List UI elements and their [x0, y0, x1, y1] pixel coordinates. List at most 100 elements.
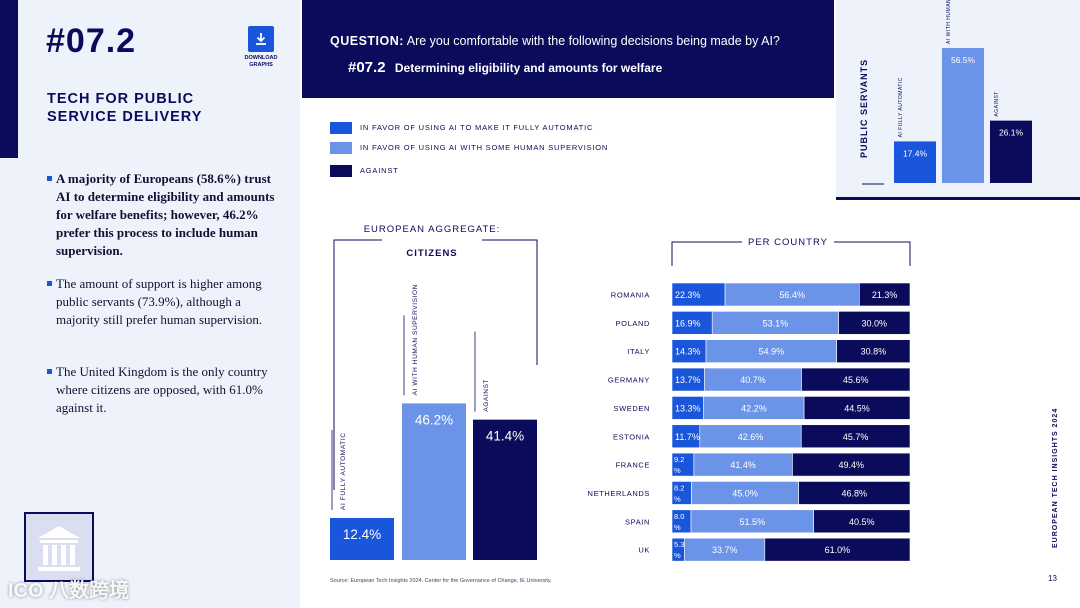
source-note: Source: European Tech Insights 2024. Cen… — [330, 578, 552, 584]
country-label: ESTONIA — [613, 432, 650, 441]
legend-swatch — [330, 141, 352, 154]
segment-value-label: 16.9% — [675, 318, 701, 328]
public-servants-category-label: AI FULLY AUTOMATIC — [898, 77, 904, 137]
country-label: SWEDEN — [613, 404, 650, 413]
segment-value-unit: % — [674, 494, 681, 503]
download-graphs-button[interactable]: DOWNLOAD GRAPHS — [236, 26, 286, 69]
per-country-title: PER COUNTRY — [748, 237, 828, 248]
segment-value-label: 56.4% — [779, 290, 805, 300]
segment-value-label: 21.3% — [872, 290, 898, 300]
country-bar-segment — [836, 339, 911, 363]
public-servants-bar — [990, 120, 1032, 183]
country-label: UK — [638, 546, 650, 555]
legend-label: IN FAVOR OF USING AI TO MAKE IT FULLY AU… — [360, 123, 594, 132]
segment-value-label: 30.8% — [861, 347, 887, 357]
segment-value-label: 49.4% — [838, 460, 864, 470]
public-servants-value-label: 56.5% — [951, 55, 976, 65]
section-title: TECH FOR PUBLIC SERVICE DELIVERY — [47, 91, 203, 125]
segment-value-label: 13.3% — [675, 403, 701, 413]
segment-value-label: 40.7% — [740, 375, 766, 385]
subquestion-text: Determining eligibility and amounts for … — [394, 61, 663, 75]
legend-item-human-supervision: IN FAVOR OF USING AI WITH SOME HUMAN SUP… — [330, 141, 608, 154]
segment-value-label: 8.0 — [674, 512, 684, 521]
bracket-left — [671, 241, 742, 266]
aggregate-category-label: AI WITH HUMAN SUPERVISION — [412, 284, 419, 395]
aggregate-value-label: 12.4% — [343, 527, 381, 542]
european-aggregate-chart: EUROPEAN AGGREGATE: CITIZENS 12.4% AI FULLY… — [330, 224, 538, 560]
bracket-right — [482, 239, 538, 255]
legend-swatch — [330, 164, 352, 177]
country-bar-segment — [801, 367, 911, 392]
bullet-text: A majority of Europeans (58.6%) trust AI… — [56, 171, 275, 258]
bullet-item: The amount of support is higher among pu… — [47, 275, 279, 329]
section-number: #07.2 — [46, 22, 137, 60]
segment-value-label: 40.5% — [849, 517, 875, 527]
subquestion-number: #07.2 — [348, 59, 386, 76]
aggregate-bar — [402, 403, 466, 560]
legend-item-against: AGAINST — [330, 164, 399, 177]
public-servants-bar — [894, 141, 936, 183]
segment-value-label: 45.7% — [843, 432, 869, 442]
side-label-year: 2024 — [1052, 407, 1059, 428]
bullet-marker — [47, 281, 52, 286]
bracket-left — [333, 239, 382, 255]
segment-value-label: 44.5% — [844, 403, 870, 413]
segment-value-label: 51.5% — [740, 517, 766, 527]
segment-value-unit: % — [674, 551, 681, 560]
building-logo — [24, 512, 94, 582]
country-bar-segment — [800, 424, 911, 449]
country-bar-segment — [813, 509, 911, 534]
segment-value-label: 5.3 — [674, 540, 684, 549]
segment-value-label: 9.2 — [674, 455, 684, 464]
country-bar-segment — [798, 481, 911, 505]
bullet-marker — [47, 176, 52, 181]
legend-item-full-auto: IN FAVOR OF USING AI TO MAKE IT FULLY AU… — [330, 121, 593, 134]
segment-value-label: 45.0% — [732, 488, 758, 498]
aggregate-value-label: 46.2% — [415, 412, 453, 427]
country-bar-segment — [792, 452, 911, 477]
aggregate-value-label: 41.4% — [486, 429, 524, 444]
country-bar-segment — [859, 282, 911, 307]
segment-value-label: 46.8% — [842, 488, 868, 498]
aggregate-bar — [473, 419, 537, 560]
bracket-right — [834, 241, 911, 266]
question-line: QUESTION: Are you comfortable with the f… — [330, 34, 780, 48]
public-servants-chart: PUBLIC SERVANTS 17.4% AI FULLY AUTOMATIC 56… — [859, 0, 1032, 185]
aggregate-category-label: AGAINST — [483, 379, 490, 412]
download-icon[interactable] — [248, 26, 274, 52]
country-bar-segment — [838, 311, 911, 335]
aggregate-subtitle: CITIZENS — [406, 248, 457, 259]
legend-label: IN FAVOR OF USING AI WITH SOME HUMAN SUP… — [360, 143, 609, 152]
aggregate-category-label: AI FULLY AUTOMATIC — [340, 432, 347, 510]
public-servants-value-label: 17.4% — [903, 148, 928, 158]
segment-value-label: 45.6% — [843, 375, 869, 385]
download-label[interactable]: DOWNLOAD GRAPHS — [236, 55, 286, 69]
bullet-item: A majority of Europeans (58.6%) trust AI… — [47, 170, 279, 260]
segment-value-label: 8.2 — [674, 483, 684, 492]
segment-value-label: 42.2% — [741, 403, 767, 413]
country-bar-segment — [764, 537, 911, 562]
bullet-marker — [47, 369, 52, 374]
country-label: ROMANIA — [611, 291, 650, 300]
segment-value-label: 42.6% — [738, 432, 764, 442]
watermark: ICO 八数跨境 — [8, 580, 130, 602]
country-label: POLAND — [616, 319, 650, 328]
public-servants-bar — [942, 47, 984, 184]
question-text: Are you comfortable with the following d… — [406, 34, 780, 48]
segment-value-label: 13.7% — [675, 375, 701, 385]
question-banner: QUESTION: Are you comfortable with the f… — [302, 0, 834, 98]
per-country-chart: PER COUNTRY ROMANIA 22.3% 56.4% 21.3% POLAND 1… — [588, 237, 911, 562]
public-servants-panel: PUBLIC SERVANTS 17.4% AI FULLY AUTOMATIC 56… — [836, 0, 1080, 200]
country-label: GERMANY — [608, 376, 650, 385]
download-label-line-1[interactable]: DOWNLOAD — [244, 55, 278, 61]
question-prefix: QUESTION: — [330, 34, 404, 48]
public-servants-title: PUBLIC SERVANTS — [859, 59, 869, 158]
segment-value-unit: % — [674, 523, 681, 532]
bullet-text: The amount of support is higher among pu… — [56, 276, 263, 327]
subquestion-line: #07.2 Determining eligibility and amount… — [348, 59, 662, 76]
page-number: 13 — [1048, 574, 1057, 583]
bullet-text: The United Kingdom is the only country w… — [56, 364, 268, 415]
bullet-item: The United Kingdom is the only country w… — [47, 363, 279, 417]
segment-value-label: 41.4% — [730, 460, 756, 470]
download-label-line-2[interactable]: GRAPHS — [249, 62, 273, 68]
